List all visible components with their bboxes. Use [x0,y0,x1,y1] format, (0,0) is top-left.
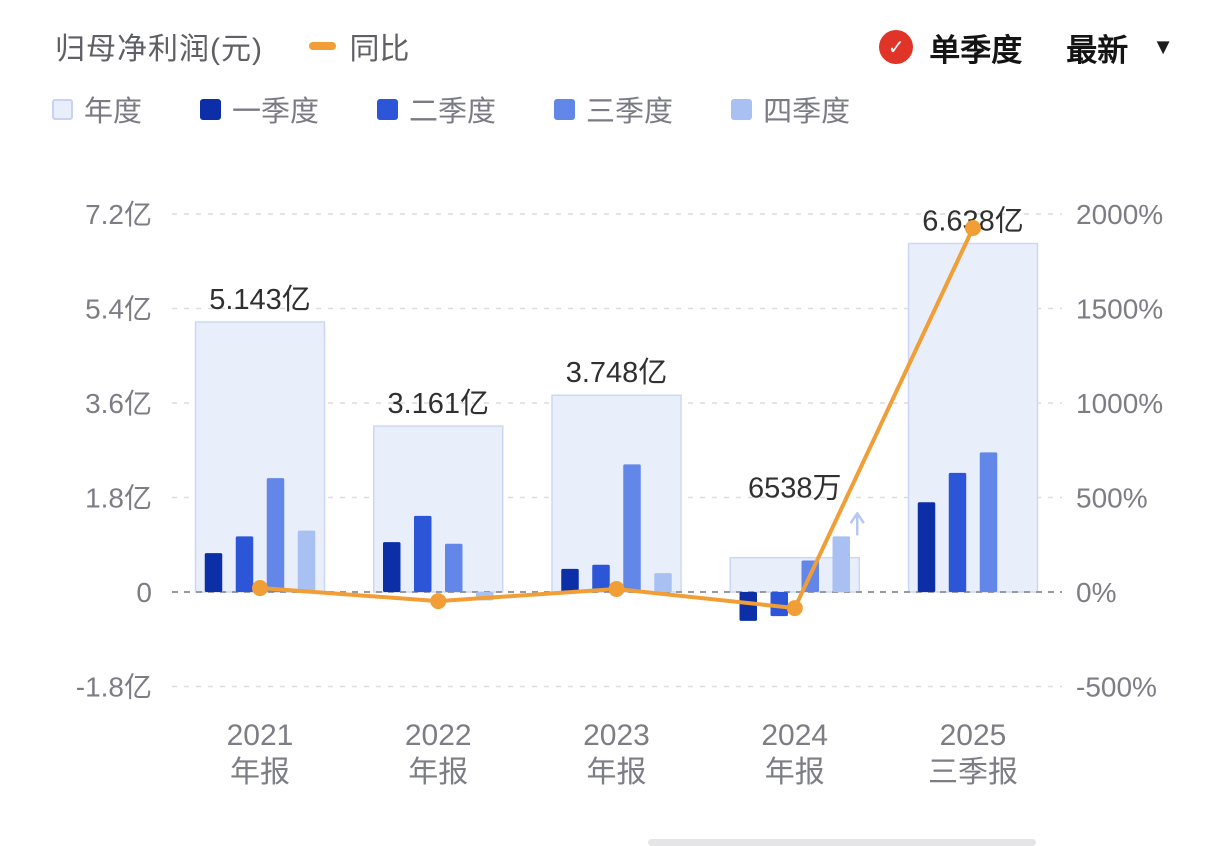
y-axis-left-tick: 3.6亿 [85,388,152,419]
legend-label: 三季度 [586,96,674,128]
quarter-bar[interactable] [414,515,432,592]
legend-swatch-icon [554,98,576,120]
annotation-label: 5.143亿 [209,283,311,316]
y-axis-right-tick: 500% [1076,483,1148,514]
growth-arrow-icon [850,512,865,524]
yoy-dot[interactable] [786,600,803,617]
y-axis-right-tick: 2000% [1076,199,1163,230]
quarter-bar[interactable] [979,452,998,592]
legend-item-3[interactable]: 三季度 [554,88,673,130]
legend-item-1[interactable]: 一季度 [200,88,319,130]
y-axis-left-tick: 5.4亿 [85,294,152,325]
x-axis-label: 2025 三季报 [928,719,1018,789]
yoy-dot[interactable] [965,219,981,236]
quarter-bar[interactable] [948,472,967,592]
quarter-bar[interactable] [235,536,254,592]
legend: 年度 一季度 二季度 三季度 四季度 [52,88,850,130]
legend-label: 年度 [84,96,143,128]
yoy-legend-label: 同比 [349,33,410,66]
y-axis-left-tick: 0 [136,577,152,608]
y-axis-left-tick: 7.2亿 [85,199,152,230]
mode-single-quarter-label[interactable]: 单季度 [929,32,1023,68]
legend-item-4[interactable]: 四季度 [731,88,850,130]
legend-label: 一季度 [232,96,320,128]
quarter-bar[interactable] [654,573,672,592]
yoy-legend[interactable]: 同比 [309,24,409,68]
period-mode-control[interactable]: ✓ 单季度 最新 ▼ [879,24,1174,70]
yoy-dot[interactable] [430,593,447,610]
y-axis-right-tick: -500% [1076,672,1157,703]
quarter-bar[interactable] [445,543,463,592]
chevron-down-icon[interactable]: ▼ [1152,34,1174,59]
legend-swatch-icon [200,98,222,120]
quarter-bar[interactable] [623,464,641,592]
legend-item-0[interactable]: 年度 [52,88,142,130]
legend-label: 二季度 [409,96,497,128]
yoy-line-icon [309,42,337,50]
bottom-scrollbar[interactable] [648,839,1036,846]
y-axis-right-tick: 1500% [1076,294,1163,325]
quarter-bar[interactable] [297,530,316,592]
y-axis-left-tick: 1.8亿 [85,483,152,514]
legend-item-2[interactable]: 二季度 [377,88,496,130]
selected-check-icon[interactable]: ✓ [879,30,914,64]
quarter-bar[interactable] [383,542,401,592]
annotation-label: 6538万 [748,472,842,504]
yoy-dot[interactable] [608,580,625,597]
quarter-bar[interactable] [770,592,789,617]
latest-dropdown-label[interactable]: 最新 [1066,32,1129,68]
y-axis-right-tick: 0% [1076,577,1116,608]
quarter-bar[interactable] [917,502,936,592]
quarter-bar[interactable] [561,568,579,592]
x-axis-label: 2024 年报 [761,719,828,789]
x-axis-label: 2022 年报 [405,719,472,789]
annual-bar[interactable] [551,394,682,593]
annotation-label: 3.161亿 [387,387,489,420]
y-axis-right-tick: 1000% [1076,388,1163,419]
legend-swatch-icon [377,98,399,120]
legend-label: 四季度 [763,96,851,128]
chart-title: 归母净利润(元) [55,33,263,66]
legend-swatch-icon [731,98,753,120]
x-axis-label: 2023 年报 [583,719,650,789]
legend-swatch-icon [52,98,73,120]
y-axis-left-tick: -1.8亿 [76,672,152,703]
quarter-bar[interactable] [592,564,610,592]
quarter-bar[interactable] [204,553,223,592]
annotation-label: 3.748亿 [566,356,668,389]
quarter-bar[interactable] [266,478,285,592]
x-axis-label: 2021 年报 [227,719,294,789]
quarter-bar[interactable] [832,536,851,592]
yoy-dot[interactable] [252,580,268,597]
quarter-bar[interactable] [739,592,758,621]
header: 归母净利润(元) 同比 ✓ 单季度 最新 ▼ [55,24,1174,70]
